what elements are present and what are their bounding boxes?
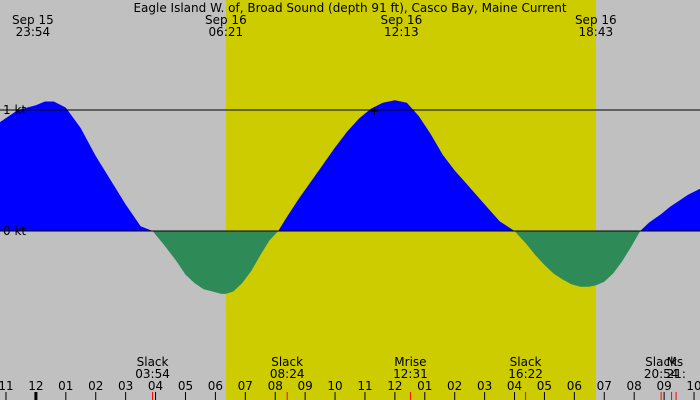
event-label-2: Mrise [394,355,426,369]
extreme-date-3: Sep 16 [575,13,617,27]
y-label-0kt: 0 kt [3,224,26,238]
hour-tick-label-7: 06 [208,379,223,393]
hour-tick-label-12: 11 [357,379,372,393]
hour-tick-label-4: 03 [118,379,133,393]
extreme-time-3: 18:43 [579,25,614,39]
hour-tick-label-18: 05 [537,379,552,393]
hour-tick-label-9: 08 [268,379,283,393]
event-time-2: 12:31 [393,367,428,381]
hour-tick-label-22: 09 [656,379,671,393]
extreme-date-2: Sep 16 [381,13,423,27]
hour-tick-label-11: 10 [327,379,342,393]
hour-tick-label-14: 01 [417,379,432,393]
extreme-time-1: 06:21 [209,25,244,39]
hour-tick-label-20: 07 [597,379,612,393]
event-time-3: 16:22 [508,367,543,381]
hour-tick-label-10: 09 [297,379,312,393]
extreme-time-2: 12:13 [384,25,419,39]
hour-tick-label-0: 11 [0,379,14,393]
hour-tick-label-8: 07 [238,379,253,393]
hour-tick-label-15: 02 [447,379,462,393]
event-label-1: Slack [271,355,303,369]
hour-tick-label-19: 06 [567,379,582,393]
flood-area [0,100,700,231]
extreme-date-1: Sep 16 [205,13,247,27]
hour-tick-label-5: 04 [148,379,163,393]
extreme-date-0: Sep 15 [12,13,54,27]
ebb-area [0,231,700,294]
extreme-time-0: 23:54 [16,25,51,39]
event-label-0: Slack [137,355,169,369]
hour-tick-label-23: 10 [686,379,700,393]
hour-tick-label-2: 01 [58,379,73,393]
hour-tick-label-1: 12 [28,379,43,393]
hour-tick-label-16: 03 [477,379,492,393]
hour-tick-label-17: 04 [507,379,522,393]
event-markers [152,392,677,400]
y-label-1kt: 1 kt [3,103,26,117]
hour-ticks: 11 12 01 02 03 04 05 06 07 08 09 10 11 12 01 02 03 04 05 06… [0,379,700,400]
event-time-1: 08:24 [270,367,305,381]
peak-marker: + [369,104,379,118]
event-time-4: 20:54 [644,367,679,381]
hour-tick-label-3: 02 [88,379,103,393]
event-label-5: Ms [667,355,684,369]
event-labels: Slack03:54Slack08:24Mrise12:31Slack16:22… [135,355,686,381]
chart-title: Eagle Island W. of, Broad Sound (depth 9… [133,1,566,15]
hour-tick-label-6: 05 [178,379,193,393]
hour-tick-label-21: 08 [627,379,642,393]
event-label-3: Slack [510,355,542,369]
event-time-5: 21: [667,367,686,381]
event-label-4: Slack [645,355,677,369]
hour-tick-label-13: 12 [387,379,402,393]
event-time-0: 03:54 [135,367,170,381]
